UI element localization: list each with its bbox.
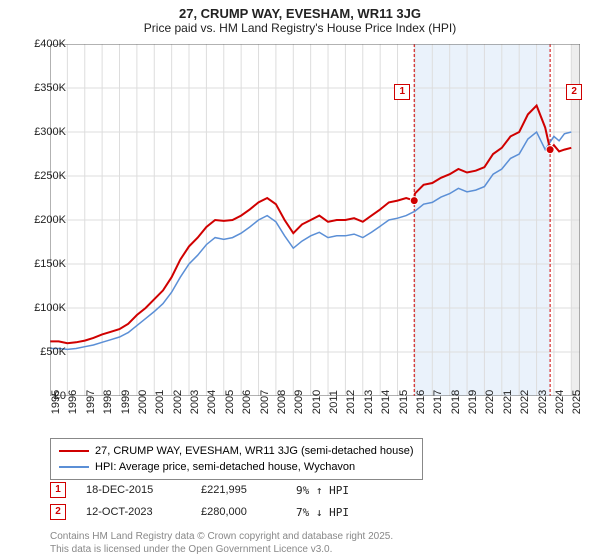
chart-marker-box: 1 [394, 84, 410, 100]
ytick-label: £250K [20, 170, 66, 182]
xtick-label: 1997 [85, 390, 97, 414]
ytick-label: £100K [20, 302, 66, 314]
xtick-label: 2016 [415, 390, 427, 414]
legend-item: 27, CRUMP WAY, EVESHAM, WR11 3JG (semi-d… [59, 443, 414, 459]
xtick-label: 2020 [484, 390, 496, 414]
xtick-label: 2006 [241, 390, 253, 414]
sale-row-2: 2 12-OCT-2023 £280,000 7% ↓ HPI [50, 504, 349, 520]
ytick-label: £400K [20, 38, 66, 50]
xtick-label: 1999 [120, 390, 132, 414]
xtick-label: 2012 [345, 390, 357, 414]
xtick-label: 2023 [537, 390, 549, 414]
xtick-label: 2013 [363, 390, 375, 414]
xtick-label: 2014 [380, 390, 392, 414]
chart-container: 27, CRUMP WAY, EVESHAM, WR11 3JG Price p… [0, 0, 600, 560]
xtick-label: 2021 [502, 390, 514, 414]
xtick-label: 1995 [50, 390, 62, 414]
xtick-label: 2010 [311, 390, 323, 414]
sale-price-1: £221,995 [201, 484, 276, 496]
legend-item: HPI: Average price, semi-detached house,… [59, 459, 414, 475]
xtick-label: 2008 [276, 390, 288, 414]
xtick-label: 2015 [398, 390, 410, 414]
legend-label: 27, CRUMP WAY, EVESHAM, WR11 3JG (semi-d… [95, 445, 414, 457]
ytick-label: £300K [20, 126, 66, 138]
sale-delta-2: 7% ↓ HPI [296, 506, 349, 519]
sale-row-1: 1 18-DEC-2015 £221,995 9% ↑ HPI [50, 482, 349, 498]
chart-plot [50, 44, 580, 396]
xtick-label: 2024 [554, 390, 566, 414]
chart-title: 27, CRUMP WAY, EVESHAM, WR11 3JG [0, 0, 600, 21]
legend-label: HPI: Average price, semi-detached house,… [95, 461, 355, 473]
chart-marker-box: 2 [566, 84, 582, 100]
footer: Contains HM Land Registry data © Crown c… [50, 530, 393, 556]
legend-swatch [59, 450, 89, 452]
xtick-label: 2022 [519, 390, 531, 414]
ytick-label: £150K [20, 258, 66, 270]
sale-delta-1: 9% ↑ HPI [296, 484, 349, 497]
xtick-label: 1996 [67, 390, 79, 414]
ytick-label: £350K [20, 82, 66, 94]
ytick-label: £50K [20, 346, 66, 358]
chart-subtitle: Price paid vs. HM Land Registry's House … [0, 21, 600, 39]
xtick-label: 2018 [450, 390, 462, 414]
xtick-label: 2017 [432, 390, 444, 414]
legend: 27, CRUMP WAY, EVESHAM, WR11 3JG (semi-d… [50, 438, 423, 480]
xtick-label: 2004 [206, 390, 218, 414]
sale-date-2: 12-OCT-2023 [86, 506, 181, 518]
xtick-label: 2003 [189, 390, 201, 414]
xtick-label: 2001 [154, 390, 166, 414]
ytick-label: £200K [20, 214, 66, 226]
sale-marker-2: 2 [50, 504, 66, 520]
xtick-label: 2011 [328, 390, 340, 414]
footer-line1: Contains HM Land Registry data © Crown c… [50, 530, 393, 543]
footer-line2: This data is licensed under the Open Gov… [50, 543, 393, 556]
xtick-label: 2009 [293, 390, 305, 414]
sale-marker-1: 1 [50, 482, 66, 498]
chart-area [50, 44, 580, 396]
xtick-label: 2000 [137, 390, 149, 414]
sale-date-1: 18-DEC-2015 [86, 484, 181, 496]
xtick-label: 2019 [467, 390, 479, 414]
xtick-label: 2002 [172, 390, 184, 414]
legend-swatch [59, 466, 89, 468]
sale-price-2: £280,000 [201, 506, 276, 518]
xtick-label: 2007 [259, 390, 271, 414]
xtick-label: 2005 [224, 390, 236, 414]
xtick-label: 1998 [102, 390, 114, 414]
xtick-label: 2025 [571, 390, 583, 414]
